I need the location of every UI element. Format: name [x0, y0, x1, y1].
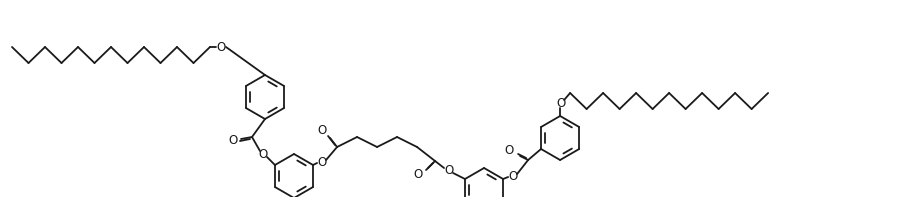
Text: O: O	[216, 41, 226, 54]
Text: O: O	[509, 169, 518, 182]
Text: O: O	[317, 155, 326, 168]
Text: O: O	[317, 125, 326, 138]
Text: O: O	[557, 97, 566, 110]
Text: O: O	[228, 134, 238, 147]
Text: O: O	[445, 164, 454, 177]
Text: O: O	[414, 167, 423, 180]
Text: O: O	[504, 145, 514, 157]
Text: O: O	[259, 148, 268, 161]
